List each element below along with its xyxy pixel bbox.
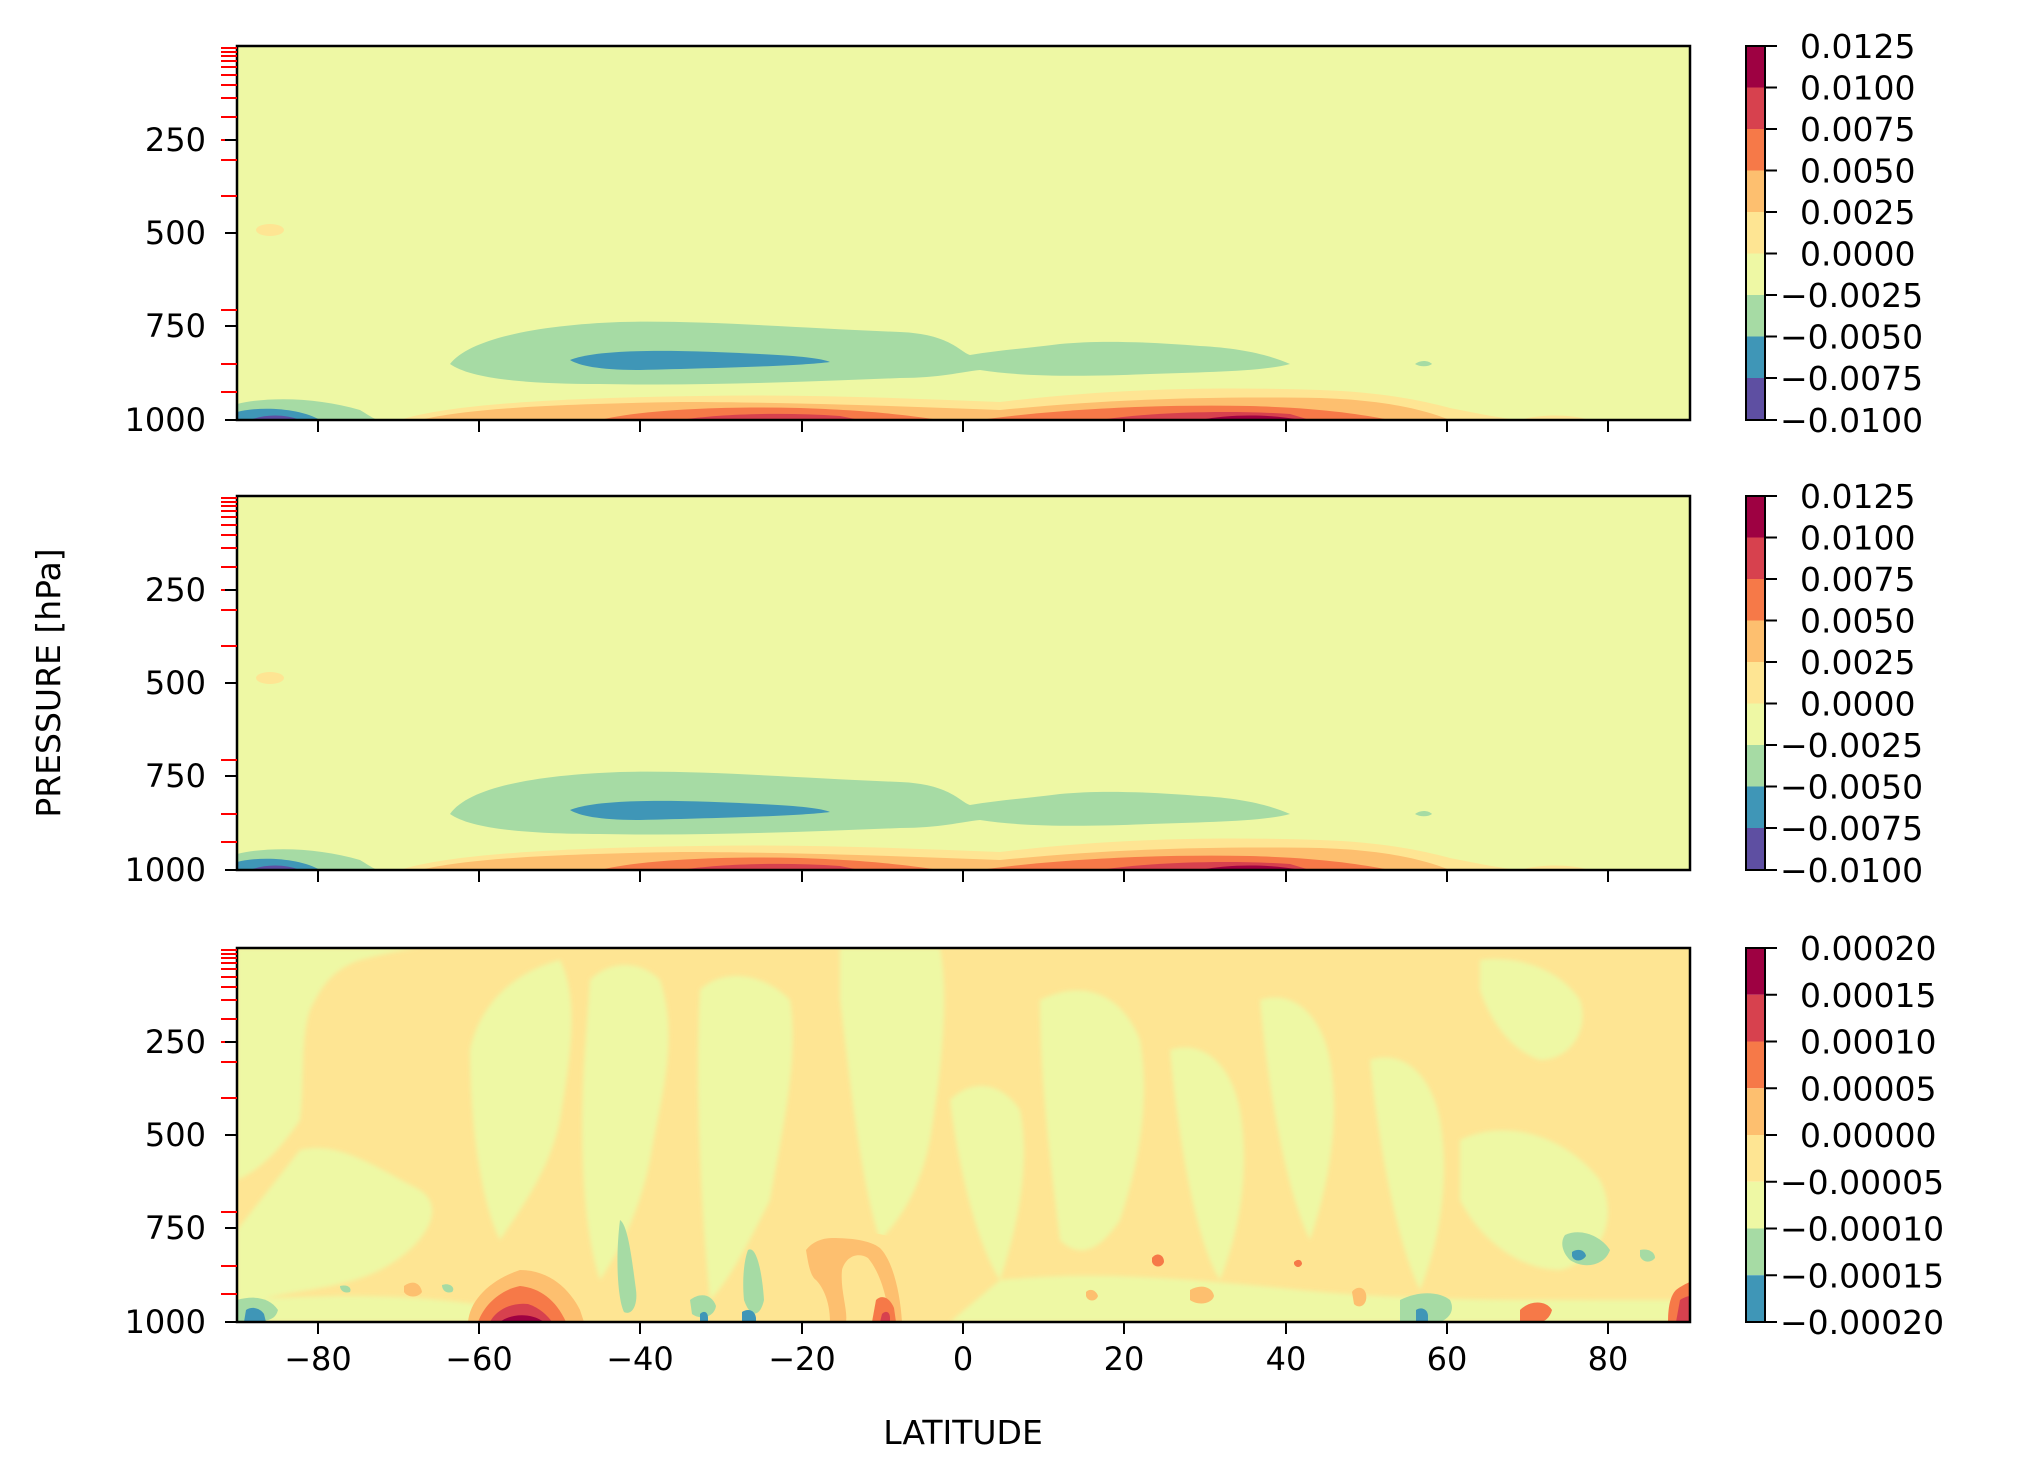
colorbar-tick-label: −0.0100 (1780, 401, 1923, 440)
y-tick-label: 1000 (125, 1303, 206, 1341)
y-axis-label: PRESSURE [hPa] (29, 548, 68, 817)
colorbar-tick-label: 0.00020 (1800, 929, 1936, 968)
colorbar-tick-label: 0.00005 (1800, 1069, 1936, 1108)
panel-2-level-markers (221, 497, 237, 843)
colorbar-tick-label: −0.0100 (1780, 851, 1923, 890)
panel-3-level-markers (221, 949, 237, 1295)
panel-2-x-ticks (317, 870, 1609, 882)
colorbar-tick-label: 0.0075 (1800, 110, 1915, 149)
panel-1-x-ticks (317, 420, 1609, 432)
colorbar-tick-label: 0.0050 (1800, 602, 1915, 641)
panel-1-colorbar: 0.0125 0.0100 0.0075 0.0050 0.0025 0.000… (1745, 27, 1923, 440)
y-tick-label: 1000 (125, 401, 206, 439)
colorbar-tick-label: 0.0025 (1800, 643, 1915, 682)
panel-3: 250 500 750 1000 −80 −60 −40 −20 0 20 40… (125, 929, 1945, 1378)
colorbar-tick-label: 0.00000 (1800, 1116, 1936, 1155)
x-tick-label: −20 (768, 1340, 836, 1378)
y-tick-label: 750 (145, 1209, 206, 1247)
y-tick-label: 750 (145, 307, 206, 345)
colorbar-tick-label: 0.0100 (1800, 519, 1915, 558)
y-tick-label: 500 (145, 664, 206, 702)
panel-3-y-ticks: 250 500 750 1000 (125, 1023, 237, 1341)
colorbar-tick-label: 0.0000 (1800, 235, 1915, 274)
panel-1-contour-field (237, 46, 1690, 420)
y-tick-label: 250 (145, 1023, 206, 1061)
y-tick-label: 750 (145, 757, 206, 795)
colorbar-tick-label: −0.0050 (1780, 318, 1923, 357)
x-tick-label: −40 (606, 1340, 674, 1378)
x-tick-label: 80 (1588, 1340, 1629, 1378)
panel-3-x-ticks: −80 −60 −40 −20 0 20 40 60 80 (284, 1322, 1628, 1378)
panel-2-contour-field (237, 496, 1690, 870)
panel-2-colorbar: 0.0125 0.0100 0.0075 0.0050 0.0025 0.000… (1745, 477, 1923, 890)
x-tick-label: 20 (1104, 1340, 1145, 1378)
y-tick-label: 500 (145, 1116, 206, 1154)
colorbar-tick-label: −0.0075 (1780, 809, 1923, 848)
panel-3-contour-field (237, 948, 1690, 1322)
colorbar-tick-label: −0.0075 (1780, 359, 1923, 398)
colorbar-tick-label: −0.0025 (1780, 726, 1923, 765)
panel-2: 250 500 750 1000 0.0125 0.0100 0.0075 (125, 477, 1924, 890)
colorbar-tick-label: −0.0050 (1780, 768, 1923, 807)
colorbar-tick-label: −0.00005 (1780, 1163, 1944, 1202)
colorbar-tick-label: −0.00010 (1780, 1210, 1944, 1249)
colorbar-tick-label: 0.0075 (1800, 560, 1915, 599)
y-tick-label: 1000 (125, 851, 206, 889)
x-axis-label: LATITUDE (883, 1413, 1043, 1452)
colorbar-tick-label: −0.00020 (1780, 1303, 1944, 1342)
x-tick-label: −60 (445, 1340, 513, 1378)
panel-3-colorbar: 0.00020 0.00015 0.00010 0.00005 0.00000 … (1745, 929, 1944, 1342)
x-tick-label: 60 (1427, 1340, 1468, 1378)
panel-1-level-markers (221, 47, 237, 393)
x-tick-label: −80 (284, 1340, 352, 1378)
panel-1: 250 500 750 1000 0.0125 0.0100 0.0075 (125, 27, 1924, 440)
colorbar-tick-label: 0.0125 (1800, 27, 1915, 66)
colorbar-tick-label: −0.0025 (1780, 276, 1923, 315)
y-tick-label: 250 (145, 121, 206, 159)
colorbar-tick-label: 0.00010 (1800, 1023, 1936, 1062)
colorbar-tick-label: 0.0025 (1800, 193, 1915, 232)
x-tick-label: 40 (1266, 1340, 1307, 1378)
colorbar-tick-label: −0.00015 (1780, 1256, 1944, 1295)
x-tick-label: 0 (953, 1340, 973, 1378)
colorbar-tick-label: 0.0125 (1800, 477, 1915, 516)
panel-1-y-ticks: 250 500 750 1000 (125, 121, 237, 439)
y-tick-label: 500 (145, 214, 206, 252)
colorbar-tick-label: 0.0050 (1800, 152, 1915, 191)
panel-2-y-ticks: 250 500 750 1000 (125, 571, 237, 889)
colorbar-tick-label: 0.0100 (1800, 69, 1915, 108)
colorbar-tick-label: 0.0000 (1800, 685, 1915, 724)
y-tick-label: 250 (145, 571, 206, 609)
colorbar-tick-label: 0.00015 (1800, 976, 1936, 1015)
